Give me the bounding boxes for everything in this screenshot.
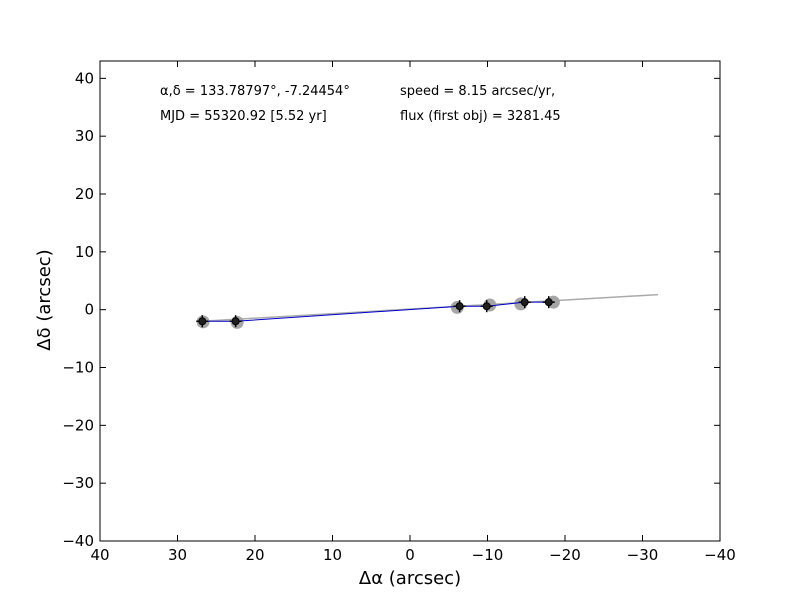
plot-frame [99,60,721,542]
model-point [231,317,240,326]
model-point [455,302,464,311]
y-tick-label: −20 [62,416,94,434]
x-tick-label: 40 [90,546,109,564]
x-tick-label: 0 [405,546,415,564]
y-tick-label: −40 [62,532,94,550]
annotation-speed: speed = 8.15 arcsec/yr, [400,84,555,99]
model-point [482,302,491,311]
y-tick-label: 40 [75,69,94,87]
annotation-flux: flux (first obj) = 3281.45 [400,109,561,124]
y-tick-label: 20 [75,185,94,203]
model-point [544,298,553,307]
x-tick-label: −40 [704,546,736,564]
y-tick-label: 10 [75,243,94,261]
y-tick-label: 30 [75,127,94,145]
annotation-coords: α,δ = 133.78797°, -7.24454° [160,84,350,99]
x-tick-label: 10 [323,546,342,564]
x-tick-label: −20 [549,546,581,564]
x-tick-label: 30 [168,546,187,564]
annotation-mjd: MJD = 55320.92 [5.52 yr] [160,109,327,124]
y-tick-label: −30 [62,474,94,492]
y-tick-label: −10 [62,359,94,377]
x-tick-label: 20 [245,546,264,564]
model-point [520,298,529,307]
x-axis-label: Δα (arcsec) [359,568,461,589]
y-tick-label: 0 [84,301,94,319]
x-tick-label: −10 [472,546,504,564]
y-axis-label: Δδ (arcsec) [34,249,55,350]
x-tick-label: −30 [627,546,659,564]
model-point [198,317,207,326]
